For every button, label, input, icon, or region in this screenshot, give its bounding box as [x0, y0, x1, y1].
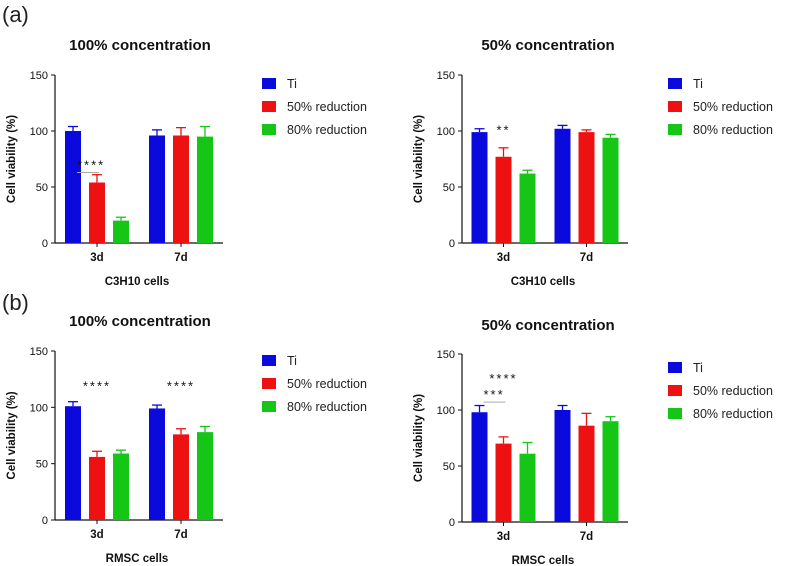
panel-label-a: (a) — [2, 2, 29, 27]
x-tick-label: 7d — [580, 531, 593, 543]
x-tick-label: 7d — [174, 252, 187, 264]
bar-80-reduction-3d — [519, 173, 536, 243]
x-tick-label: 3d — [497, 252, 510, 264]
panel-label-b: (b) — [2, 290, 29, 315]
y-tick-label: 100 — [437, 405, 455, 417]
bar-80-reduction-3d — [519, 453, 536, 522]
x-axis-title: RMSC cells — [106, 553, 169, 565]
bar-ti-3d — [471, 412, 488, 522]
y-tick-label: 150 — [437, 70, 455, 82]
significance-marker: **** — [83, 378, 111, 393]
legend-swatch-3 — [668, 408, 682, 419]
legend-label: 50% reduction — [287, 377, 367, 391]
chart-title: 50% concentration — [481, 37, 614, 54]
y-tick-label: 100 — [437, 126, 455, 138]
x-tick-label: 7d — [580, 252, 593, 264]
y-tick-label: 150 — [437, 349, 455, 361]
chart-title: 100% concentration — [69, 37, 211, 54]
legend-label: Ti — [693, 361, 703, 375]
significance-marker: **** — [167, 378, 195, 393]
legend-swatch-1 — [262, 78, 276, 89]
x-tick-label: 3d — [90, 529, 103, 541]
legend-swatch-2 — [262, 101, 276, 112]
legend-swatch-2 — [262, 378, 276, 389]
y-tick-label: 0 — [42, 515, 48, 527]
bar-50-reduction-7d — [173, 135, 189, 243]
bar-80-reduction-3d — [113, 220, 129, 243]
y-tick-label: 0 — [449, 238, 455, 250]
legend-swatch-1 — [668, 78, 682, 89]
bar-80-reduction-7d — [197, 136, 213, 243]
legend-label: 80% reduction — [693, 123, 773, 137]
legend-swatch-3 — [668, 124, 682, 135]
legend-swatch-2 — [668, 101, 682, 112]
y-tick-label: 50 — [443, 182, 455, 194]
y-tick-label: 50 — [36, 459, 48, 471]
legend-swatch-1 — [262, 355, 276, 366]
chart-3: 100% concentration 0 50 100 150 Cell viabilit… — [6, 313, 367, 565]
bar-50-reduction-3d — [495, 156, 512, 243]
legend-label: Ti — [693, 77, 703, 91]
y-tick-label: 0 — [449, 517, 455, 529]
legend-label: Ti — [287, 354, 297, 368]
chart-title: 50% concentration — [481, 317, 614, 334]
bar-50-reduction-7d — [578, 132, 595, 243]
chart-title: 100% concentration — [69, 313, 211, 330]
bar-80-reduction-7d — [602, 137, 619, 243]
legend-label: 80% reduction — [287, 400, 367, 414]
x-axis-title: C3H10 cells — [105, 276, 170, 288]
significance-marker: *** — [484, 387, 505, 402]
legend-label: 80% reduction — [287, 123, 367, 137]
y-tick-label: 0 — [42, 238, 48, 250]
significance-marker: **** — [77, 157, 105, 172]
bar-ti-7d — [149, 135, 165, 243]
legend-label: 50% reduction — [693, 384, 773, 398]
y-tick-label: 100 — [30, 126, 48, 138]
bar-80-reduction-7d — [197, 432, 213, 520]
y-axis-title: Cell viability (%) — [413, 394, 425, 482]
y-tick-label: 150 — [30, 346, 48, 358]
chart-2: 50% concentration 0 50 100 150 Cell viability… — [413, 37, 773, 288]
bar-50-reduction-3d — [495, 443, 512, 522]
y-axis-title: Cell viability (%) — [6, 115, 18, 203]
significance-marker: ** — [496, 122, 510, 137]
bar-ti-7d — [554, 128, 571, 243]
bar-50-reduction-7d — [173, 434, 189, 520]
bar-ti-7d — [149, 408, 165, 520]
y-tick-label: 100 — [30, 402, 48, 414]
y-tick-label: 150 — [30, 70, 48, 82]
bar-50-reduction-3d — [89, 182, 105, 243]
charts-group: 100% concentration 0 50 100 150 Cell viabilit… — [6, 37, 773, 566]
y-tick-label: 50 — [443, 461, 455, 473]
y-axis-title: Cell viability (%) — [413, 115, 425, 203]
legend-label: 50% reduction — [693, 100, 773, 114]
legend-label: 80% reduction — [693, 407, 773, 421]
y-tick-label: 50 — [36, 182, 48, 194]
legend-swatch-2 — [668, 385, 682, 396]
bar-ti-7d — [554, 410, 571, 522]
x-tick-label: 3d — [497, 531, 510, 543]
x-axis-title: C3H10 cells — [511, 276, 576, 288]
bar-50-reduction-7d — [578, 425, 595, 522]
chart-4: 50% concentration 0 50 100 150 Cell viability… — [413, 317, 773, 566]
legend-label: Ti — [287, 77, 297, 91]
bar-80-reduction-3d — [113, 453, 129, 520]
bar-ti-3d — [65, 406, 81, 520]
significance-marker: **** — [489, 371, 517, 386]
x-axis-title: RMSC cells — [512, 555, 575, 566]
bar-ti-3d — [65, 131, 81, 243]
legend-swatch-3 — [262, 124, 276, 135]
x-tick-label: 7d — [174, 529, 187, 541]
bar-50-reduction-3d — [89, 456, 105, 520]
legend-swatch-1 — [668, 362, 682, 373]
y-axis-title: Cell viability (%) — [6, 391, 18, 479]
x-tick-label: 3d — [90, 252, 103, 264]
chart-1: 100% concentration 0 50 100 150 Cell viabilit… — [6, 37, 367, 288]
legend-label: 50% reduction — [287, 100, 367, 114]
legend-swatch-3 — [262, 401, 276, 412]
bar-80-reduction-7d — [602, 421, 619, 522]
bar-ti-3d — [471, 132, 488, 243]
